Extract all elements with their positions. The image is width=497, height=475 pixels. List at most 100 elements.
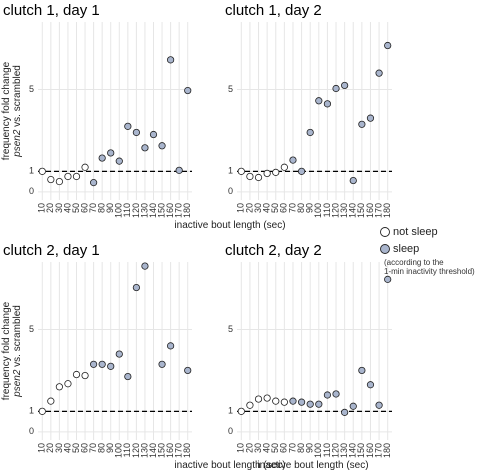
data-point [38,407,46,415]
x-tick-label: 60 [279,443,289,453]
data-point [254,395,263,403]
x-axis-label: inactive bout length (sec) [257,460,368,471]
x-tick-label: 130 [139,203,149,218]
x-tick-label: 150 [156,203,166,218]
x-tick-label: 80 [296,203,306,213]
x-tick-label: 140 [348,443,358,458]
y-tick-label: 0 [29,186,34,196]
y-axis-label: frequency fold change [1,301,12,400]
x-tick-label: 170 [174,443,184,458]
data-point [107,362,115,370]
y-tick-label: 0 [228,426,233,436]
x-tick-label: 160 [165,443,175,458]
x-tick-label: 100 [313,443,323,458]
x-tick-label: 110 [322,203,332,217]
x-axis-label: inactive bout length (sec) [174,220,285,231]
data-point [375,69,383,77]
x-tick-label: 170 [174,203,184,218]
data-point [366,114,375,122]
x-tick-label: 110 [122,443,132,457]
x-tick-label: 150 [156,443,166,458]
panel-title: clutch 2, day 2 [225,242,322,259]
x-tick-label: 20 [45,443,55,453]
data-point [263,394,271,402]
data-point [72,172,81,181]
x-axis-label: inactive bout length (sec) [174,460,285,471]
x-tick-label: 70 [287,203,297,213]
x-tick-label: 90 [305,443,315,453]
y-tick-label: 5 [29,324,34,334]
x-tick-label: 10 [236,443,246,453]
x-tick-label: 40 [262,443,272,453]
data-point [124,372,132,381]
x-tick-label: 60 [79,443,89,453]
data-point [384,41,392,50]
y-tick-label: 0 [228,186,233,196]
x-tick-label: 100 [114,203,124,218]
panel-title: clutch 2, day 1 [3,242,100,259]
data-point [38,167,46,175]
data-point [272,397,280,405]
x-tick-label: 110 [322,443,332,457]
x-tick-label: 30 [253,443,263,453]
data-point [297,398,306,406]
panel-title: clutch 1, day 2 [225,2,322,19]
data-point [358,120,366,128]
y-tick-label: 5 [29,84,34,94]
x-tick-label: 50 [270,443,280,453]
x-tick-label: 160 [165,203,175,218]
x-tick-label: 120 [330,203,340,218]
panel-title: clutch 1, day 1 [3,2,100,19]
data-point [184,86,192,95]
y-axis-label: psen2 vs. scrambled [12,305,23,398]
x-tick-label: 30 [253,203,263,213]
x-tick-label: 10 [37,443,47,453]
x-tick-label: 100 [114,443,124,458]
data-point [280,398,288,406]
data-point [349,176,357,185]
data-point [124,122,132,130]
x-tick-label: 90 [305,203,315,213]
data-point [384,275,392,283]
x-tick-label: 30 [54,443,64,453]
y-axis-label: frequency fold change [1,61,12,160]
data-point [237,407,245,415]
x-tick-label: 20 [244,203,254,213]
x-tick-label: 80 [97,203,107,213]
y-tick-label: 1 [228,166,233,176]
x-tick-label: 10 [236,203,246,213]
x-tick-label: 70 [88,443,98,453]
data-point [98,360,106,368]
legend-label: not sleep [393,226,438,238]
data-point [349,402,357,410]
x-tick-label: 70 [88,203,98,213]
legend-note: (according to the [384,258,444,267]
x-tick-label: 160 [365,203,375,218]
data-point [55,383,63,391]
legend-label: sleep [393,243,419,255]
data-point [315,400,323,408]
x-tick-label: 70 [287,443,297,453]
data-point [81,371,89,380]
x-tick-label: 180 [382,203,392,218]
legend-note: 1-min inactivity threshold) [384,267,475,276]
y-axis-label: psen2 vs. scrambled [12,65,23,158]
x-tick-label: 130 [339,443,349,458]
data-point [332,390,340,398]
x-tick-label: 140 [148,203,158,218]
y-tick-label: 1 [29,166,34,176]
x-tick-label: 150 [356,203,366,218]
data-point [64,172,72,181]
data-point [81,163,89,171]
data-point [107,149,115,157]
data-point [246,172,254,181]
data-point [90,360,98,368]
x-tick-label: 20 [244,443,254,453]
x-tick-label: 180 [182,443,192,458]
x-tick-label: 120 [131,203,141,218]
data-point [141,262,149,270]
x-tick-label: 40 [62,443,72,453]
data-point [141,144,149,152]
data-point [47,397,55,405]
x-tick-label: 20 [45,203,55,213]
